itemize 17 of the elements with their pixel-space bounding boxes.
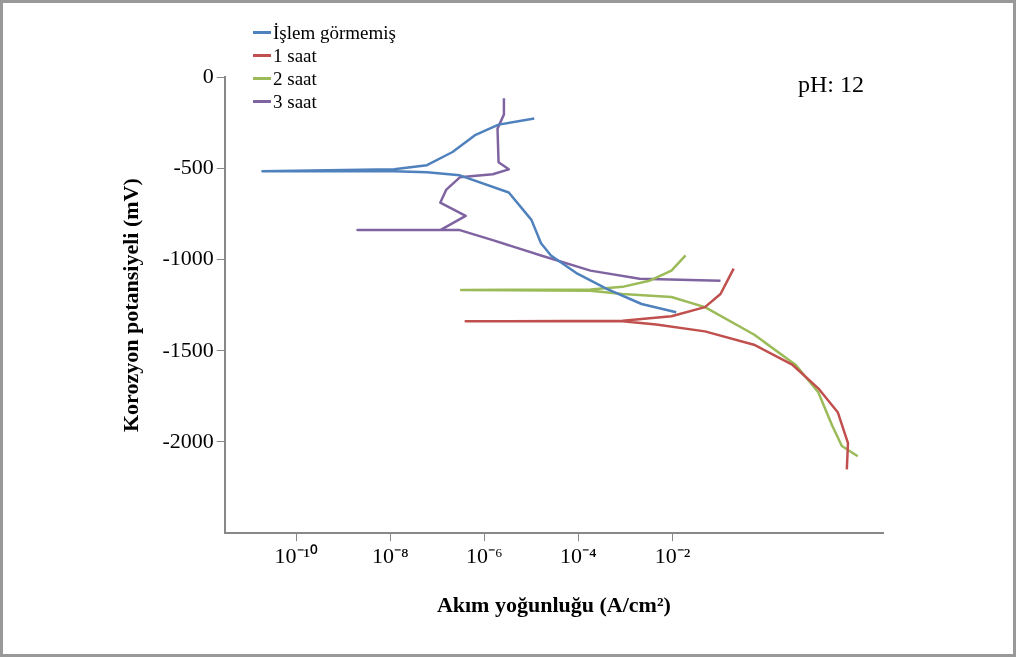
x-tick-label: 10⁻⁸: [372, 543, 409, 569]
legend-label: 1 saat: [273, 44, 317, 67]
legend-label: 3 saat: [273, 90, 317, 113]
legend-label: 2 saat: [273, 67, 317, 90]
y-tick-label: -500: [173, 154, 214, 180]
y-tick-label: -2000: [162, 427, 214, 453]
x-tick-label: 10⁻⁶: [466, 543, 503, 569]
y-tick-label: -1000: [162, 245, 214, 271]
x-tick-label: 10⁻¹⁰: [274, 543, 319, 569]
x-tick-label: 10⁻²: [654, 543, 691, 569]
legend-label: İşlem görmemiş: [273, 21, 396, 44]
y-tick-label: -1500: [162, 336, 214, 362]
y-tick-label: 0: [202, 62, 214, 88]
y-axis-title: Korozyon potansiyeli (mV): [117, 178, 143, 433]
x-axis-title: Akım yoğunluğu (A/cm²): [436, 592, 671, 618]
annotation: pH: 12: [798, 71, 864, 98]
x-tick-label: 10⁻⁴: [560, 543, 598, 569]
